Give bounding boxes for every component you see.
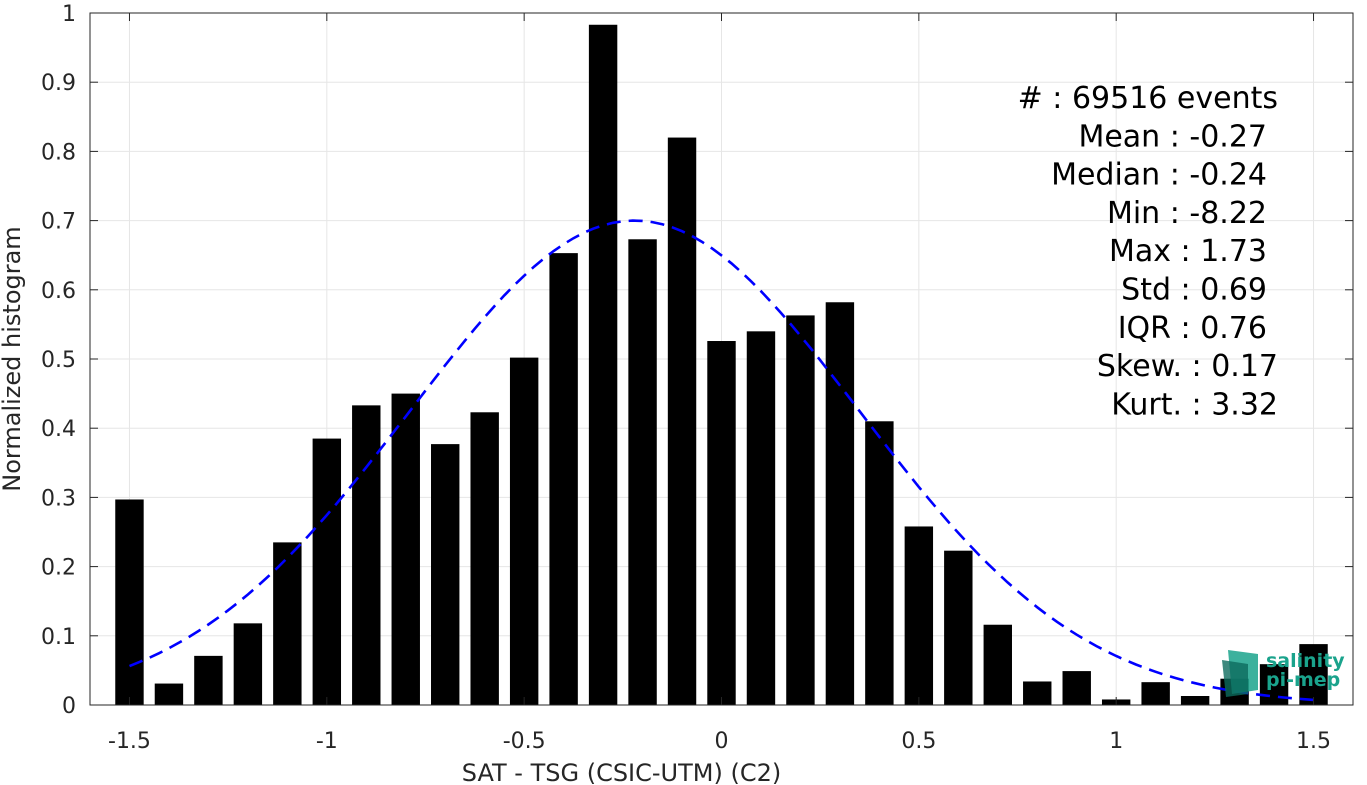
x-tick-label: 0 xyxy=(715,729,729,754)
logo-wave-icon-shade xyxy=(1222,660,1248,697)
histogram-bar xyxy=(273,542,302,705)
histogram-bar xyxy=(1299,644,1328,705)
statistic-line: Kurt. : 3.32 xyxy=(1111,387,1278,422)
histogram-bar xyxy=(786,315,815,705)
y-tick-label: 0.7 xyxy=(41,210,76,235)
statistic-line: # : 69516 events xyxy=(1018,81,1278,116)
statistic-line: Median : -0.24 xyxy=(1051,158,1267,193)
x-axis-label: SAT - TSG (CSIC-UTM) (C2) xyxy=(462,759,781,785)
y-tick-label: 0.5 xyxy=(41,348,76,373)
normal-fit-curve xyxy=(129,219,1314,702)
y-tick-label: 0 xyxy=(62,694,76,719)
histogram-bar xyxy=(667,137,697,705)
histogram-bar xyxy=(944,550,973,705)
statistic-line: Min : -8.22 xyxy=(1107,196,1267,231)
histogram-bar xyxy=(1180,696,1210,705)
statistic-line: Max : 1.73 xyxy=(1109,234,1267,269)
x-tick-label: -1.5 xyxy=(108,729,151,754)
histogram-bar xyxy=(470,412,499,705)
histogram-bar xyxy=(1062,671,1091,705)
histogram-bar xyxy=(549,253,578,705)
histogram-bar xyxy=(115,499,144,705)
statistic-line: IQR : 0.76 xyxy=(1118,311,1267,346)
statistic-line: Std : 0.69 xyxy=(1121,273,1267,308)
histogram-bar xyxy=(904,526,934,705)
histogram-bar xyxy=(1141,682,1170,705)
histogram-bar xyxy=(983,624,1012,705)
histogram-bar xyxy=(825,302,855,705)
x-axis-ticks: -1.5 -1 -0.5 0 0.5 1 1.5 xyxy=(108,13,1331,754)
salinity-pimep-logo: salinity pi-mep xyxy=(1222,650,1345,697)
y-tick-label: 0.2 xyxy=(41,556,76,581)
y-tick-label: 0.6 xyxy=(41,279,76,304)
histogram-bar xyxy=(352,405,381,705)
y-tick-label: 1 xyxy=(62,2,76,27)
histogram-bar xyxy=(588,24,618,706)
y-tick-label: 0.4 xyxy=(41,417,76,442)
x-tick-label: 1 xyxy=(1109,729,1123,754)
bars xyxy=(115,24,1328,706)
statistic-line: Mean : -0.27 xyxy=(1078,119,1267,154)
logo-text-pimep: pi-mep xyxy=(1266,669,1340,691)
histogram-bar xyxy=(194,655,223,705)
histogram-bar xyxy=(746,331,776,705)
histogram-bar xyxy=(391,393,420,705)
y-tick-label: 0.8 xyxy=(41,140,76,165)
y-axis-label: Normalized histogram xyxy=(0,226,26,491)
histogram-bar xyxy=(509,357,539,705)
x-tick-label: 1.5 xyxy=(1296,729,1331,754)
logo-text-salinity: salinity xyxy=(1266,650,1345,672)
x-tick-label: -1 xyxy=(316,729,338,754)
histogram-bar xyxy=(431,444,460,705)
y-tick-label: 0.1 xyxy=(41,625,76,650)
histogram-bar xyxy=(233,623,263,705)
histogram-bar xyxy=(1023,681,1052,705)
y-axis-ticks: 0 0.1 0.2 0.3 0.4 0.5 0.6 0.7 0.8 0.9 1 xyxy=(41,2,1353,719)
histogram-bar xyxy=(154,683,184,705)
histogram-bar xyxy=(312,438,342,705)
x-tick-label: -0.5 xyxy=(503,729,546,754)
y-tick-label: 0.9 xyxy=(41,71,76,96)
statistic-line: Skew. : 0.17 xyxy=(1097,349,1278,384)
x-tick-label: 0.5 xyxy=(901,729,936,754)
histogram-bar xyxy=(628,239,657,705)
histogram-bar xyxy=(865,421,894,705)
y-tick-label: 0.3 xyxy=(41,486,76,511)
histogram-bar xyxy=(707,341,736,705)
